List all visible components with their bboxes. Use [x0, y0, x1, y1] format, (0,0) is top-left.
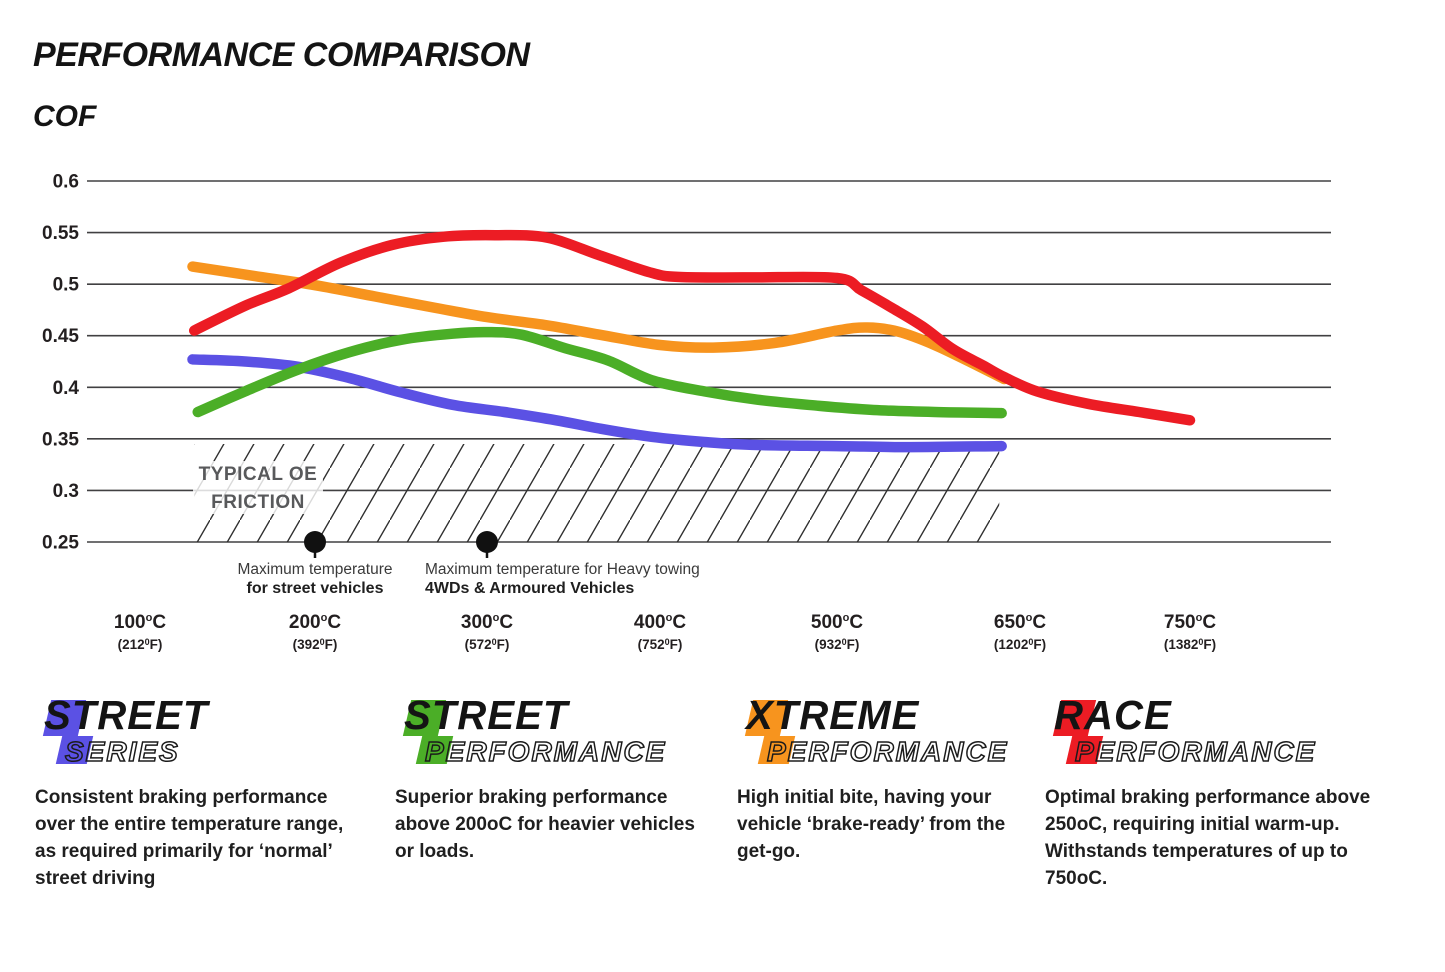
legend-item-street-series: STREET SERIES Consistent braking perform… — [35, 692, 367, 892]
oe-zone-label: TYPICAL OE — [199, 464, 318, 485]
legend-description: Consistent braking performance over the … — [35, 787, 344, 889]
x-axis-labels: 100oC (2120F) 200oC (3920F) 300oC (5720F) 400o… — [114, 612, 1216, 652]
brand-word-secondary: PERFORMANCE — [766, 735, 1009, 768]
brand-word-primary: STREET — [404, 692, 569, 738]
brand-logo-race-performance: RACE PERFORMANCE — [1045, 692, 1385, 774]
legend-item-xtreme-performance: XTREME PERFORMANCE High initial bite, ha… — [737, 692, 1022, 865]
y-tick-label: 0.4 — [53, 378, 80, 399]
x-tick-celsius: 750oC — [1164, 612, 1216, 633]
brand-word-primary: STREET — [44, 692, 209, 738]
series-line-street-series — [187, 354, 1007, 453]
series-line-street-performance — [192, 326, 1007, 419]
x-tick-fahrenheit: (3920F) — [293, 637, 338, 652]
legend-description: Superior braking performance above 200oC… — [395, 787, 695, 862]
x-tick-celsius: 650oC — [994, 612, 1046, 633]
legend: STREET SERIES Consistent braking perform… — [0, 690, 1445, 972]
annotation-label-line2: 4WDs & Armoured Vehicles — [425, 580, 634, 597]
annotation-label-line1: Maximum temperature for Heavy towing — [425, 561, 700, 578]
brand-word-secondary: PERFORMANCE — [1074, 735, 1317, 768]
annotation-marker-200c: Maximum temperature for street vehicles — [237, 531, 393, 597]
y-tick-label: 0.45 — [42, 326, 79, 347]
x-tick-fahrenheit: (12020F) — [994, 637, 1046, 652]
y-tick-label: 0.3 — [53, 481, 79, 502]
x-tick-fahrenheit: (7520F) — [638, 637, 683, 652]
series-line-race-performance — [189, 229, 1196, 426]
performance-chart: 0.6 0.55 0.5 0.45 0.4 0.35 0.3 0.25 TYPICAL OE FR… — [42, 172, 1331, 652]
brand-word-secondary: PERFORMANCE — [424, 735, 667, 768]
x-tick-celsius: 500oC — [811, 612, 863, 633]
y-tick-label: 0.35 — [42, 429, 79, 450]
annotation-label-line1: Maximum temperature — [237, 561, 392, 578]
series-line-xtreme-performance — [187, 261, 1010, 385]
brand-word-primary: XTREME — [746, 692, 920, 738]
brand-word-primary: RACE — [1054, 692, 1172, 738]
y-tick-label: 0.25 — [42, 533, 79, 554]
legend-description: Optimal braking performance above 250oC,… — [1045, 787, 1371, 889]
x-tick-fahrenheit: (5720F) — [465, 637, 510, 652]
y-tick-label: 0.6 — [53, 172, 79, 193]
legend-description: High initial bite, having your vehicle ‘… — [737, 787, 1006, 862]
x-tick-fahrenheit: (13820F) — [1164, 637, 1216, 652]
x-tick-celsius: 400oC — [634, 612, 686, 633]
brand-logo-xtreme-performance: XTREME PERFORMANCE — [737, 692, 1022, 774]
y-axis-title-cof: COF — [33, 100, 97, 133]
x-tick-fahrenheit: (9320F) — [815, 637, 860, 652]
y-tick-label: 0.5 — [53, 275, 80, 296]
grid-and-y-axis: 0.6 0.55 0.5 0.45 0.4 0.35 0.3 0.25 — [42, 172, 1331, 554]
x-tick-celsius: 300oC — [461, 612, 513, 633]
oe-zone-label: FRICTION — [211, 492, 305, 513]
legend-item-race-performance: RACE PERFORMANCE Optimal braking perform… — [1045, 692, 1385, 892]
brand-logo-street-performance: STREET PERFORMANCE — [395, 692, 717, 774]
brand-logo-street-series: STREET SERIES — [35, 692, 367, 774]
annotation-label-line2: for street vehicles — [247, 580, 384, 597]
legend-item-street-performance: STREET PERFORMANCE Superior braking perf… — [395, 692, 717, 865]
y-tick-label: 0.55 — [42, 223, 79, 244]
x-tick-celsius: 100oC — [114, 612, 166, 633]
oe-friction-zone: TYPICAL OE FRICTION — [193, 444, 1000, 542]
brand-word-secondary: SERIES — [64, 735, 180, 768]
x-tick-celsius: 200oC — [289, 612, 341, 633]
annotation-marker-300c: Maximum temperature for Heavy towing 4WDs… — [425, 531, 700, 597]
page-title: PERFORMANCE COMPARISON — [33, 36, 530, 74]
x-tick-fahrenheit: (2120F) — [118, 637, 163, 652]
